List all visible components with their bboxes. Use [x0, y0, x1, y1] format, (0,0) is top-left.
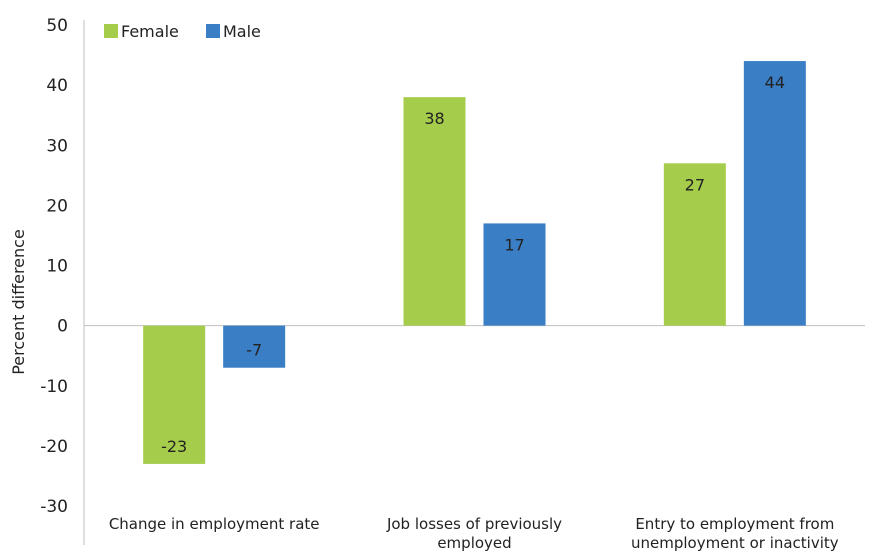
bar-male-1: [483, 223, 546, 326]
legend-label-female: Female: [121, 22, 179, 41]
legend-swatch-female: [104, 24, 118, 38]
bar-female-1: [403, 97, 466, 326]
y-tick-label: 10: [46, 257, 68, 277]
legend-swatch-male: [206, 24, 220, 38]
data-label: 27: [685, 175, 705, 194]
data-label: -7: [246, 341, 262, 360]
y-tick-label: -30: [40, 497, 68, 517]
category-labels: Change in employment rate Job losses of p…: [109, 515, 839, 552]
category-label: Change in employment rate: [109, 515, 320, 533]
y-tick-label: 0: [57, 317, 68, 337]
y-tick-label: 20: [46, 196, 68, 216]
bar-female-0: [143, 325, 206, 464]
data-label: 17: [504, 235, 524, 254]
legend: Female Male: [104, 22, 261, 41]
category-label: employed: [437, 534, 511, 552]
y-axis-label: Percent difference: [9, 229, 28, 375]
y-tick-label: -20: [40, 437, 68, 457]
data-label: 44: [765, 73, 785, 92]
bar-female-2: [663, 163, 726, 326]
bar-male-2: [743, 61, 806, 326]
legend-label-male: Male: [223, 22, 261, 41]
data-label: 38: [424, 109, 444, 128]
y-tick-label: 50: [46, 16, 68, 36]
y-tick-label: 40: [46, 76, 68, 96]
data-label: -23: [161, 437, 187, 456]
bar-male-0: [223, 325, 286, 368]
category-label: Job losses of previously: [386, 515, 562, 533]
y-tick-label: 30: [46, 136, 68, 156]
y-axis: 50 40 30 20 10 0 -10 -20 -30: [40, 16, 865, 545]
category-label: unemployment or inactivity: [631, 534, 839, 552]
category-label: Entry to employment from: [635, 515, 834, 533]
y-tick-label: -10: [40, 377, 68, 397]
bars: -23 38 27 -7 17 44: [143, 61, 806, 464]
